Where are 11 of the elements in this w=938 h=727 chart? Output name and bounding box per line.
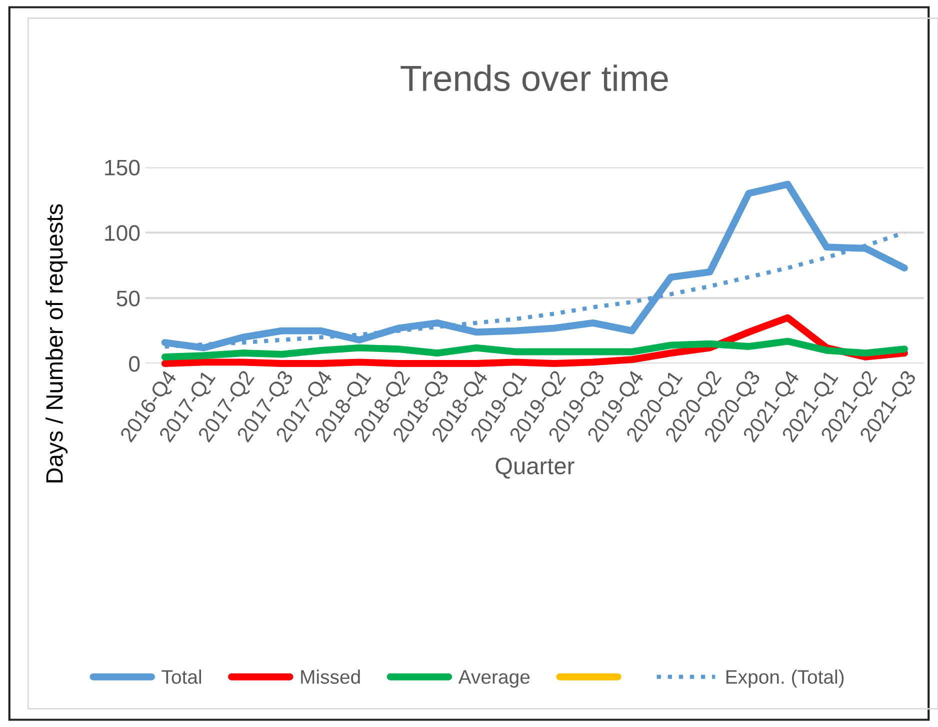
y-tick-label: 150 — [105, 160, 140, 176]
chart-title: Trends over time — [400, 64, 668, 92]
legend-label: Expon. (Total) — [726, 670, 844, 688]
y-tick-label: 100 — [105, 225, 140, 241]
y-tick-label: 50 — [116, 290, 140, 306]
legend-label: Total — [162, 670, 202, 684]
y-tick-label: 0 — [129, 356, 140, 372]
legend-label: Missed — [301, 670, 360, 684]
x-axis-title: Quarter — [496, 458, 574, 479]
legend-label: Average — [458, 670, 530, 688]
y-axis-title: Days / Number of requests — [46, 204, 68, 482]
